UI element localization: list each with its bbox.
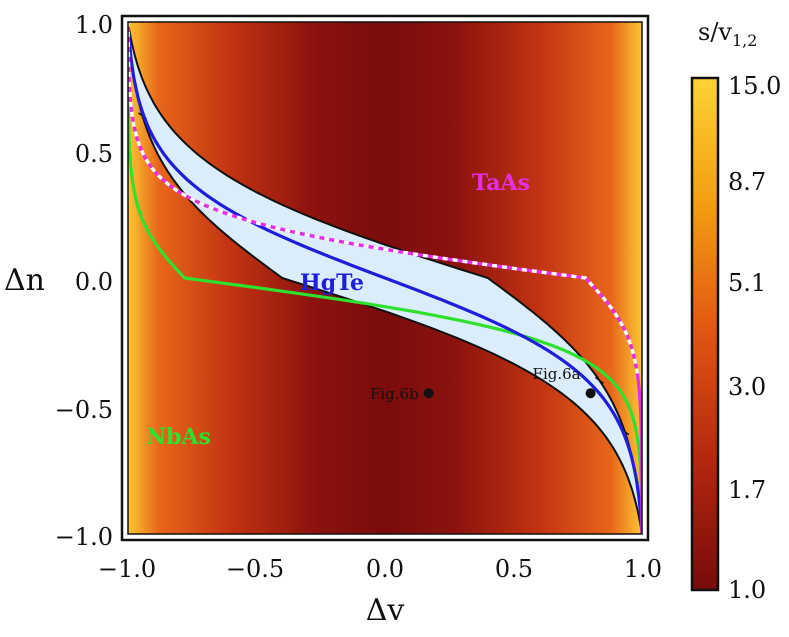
colorbar-label: 3.0 — [728, 373, 766, 401]
colorbar-label: 15.0 — [728, 72, 781, 100]
y-axis-title: Δn — [4, 263, 45, 298]
y-tick-label: −0.5 — [55, 396, 113, 424]
colorbar-label: 1.0 — [728, 576, 766, 604]
x-tick-label: 0.0 — [366, 555, 404, 583]
boundary-tick-mark — [594, 376, 604, 384]
colorbar-label: 5.1 — [728, 269, 766, 297]
boundary-tick-mark — [551, 385, 560, 393]
x-tick-label: −0.5 — [226, 555, 284, 583]
boundary-tick-mark — [249, 253, 258, 261]
y-tick-label: 1.0 — [75, 11, 113, 39]
y-axis: 1.0 0.5 0.0 −0.5 −1.0 Δn — [4, 11, 113, 551]
y-tick-label: 0.5 — [75, 140, 113, 168]
colorbar-title: s/v1,2 — [698, 18, 757, 50]
colorbar-gradient — [690, 76, 720, 592]
y-tick-label: −1.0 — [55, 523, 113, 551]
curve-taas-dash — [128, 22, 640, 377]
series-label-nbas: NbAs — [146, 424, 211, 450]
plot-frame-outer — [120, 14, 650, 542]
point-fig6b — [423, 388, 434, 399]
point-label-fig6a: Fig.6a — [533, 365, 581, 383]
boundary-tick-mark — [548, 325, 558, 333]
point-fig6a — [585, 388, 596, 399]
colorbar: s/v1,2 15.0 8.7 5.1 3.0 1.7 1.0 — [690, 18, 781, 604]
curve-hgte — [128, 22, 642, 534]
points-layer: Fig.6b Fig.6a — [370, 365, 596, 403]
point-label-fig6b: Fig.6b — [370, 385, 419, 403]
x-tick-label: −1.0 — [98, 555, 156, 583]
plot-frame-inner — [127, 21, 643, 535]
plot-area — [128, 22, 642, 534]
colorbar-label: 1.7 — [728, 476, 766, 504]
x-tick-label: 1.0 — [624, 555, 662, 583]
x-axis: −1.0 −0.5 0.0 0.5 1.0 Δv — [98, 555, 662, 628]
x-axis-title: Δv — [366, 593, 405, 628]
series-label-taas: TaAs — [472, 170, 530, 196]
colorbar-label: 8.7 — [728, 168, 766, 196]
x-tick-label: 0.5 — [495, 555, 533, 583]
y-tick-label: 0.0 — [75, 268, 113, 296]
series-label-hgte: HgTe — [300, 270, 364, 296]
